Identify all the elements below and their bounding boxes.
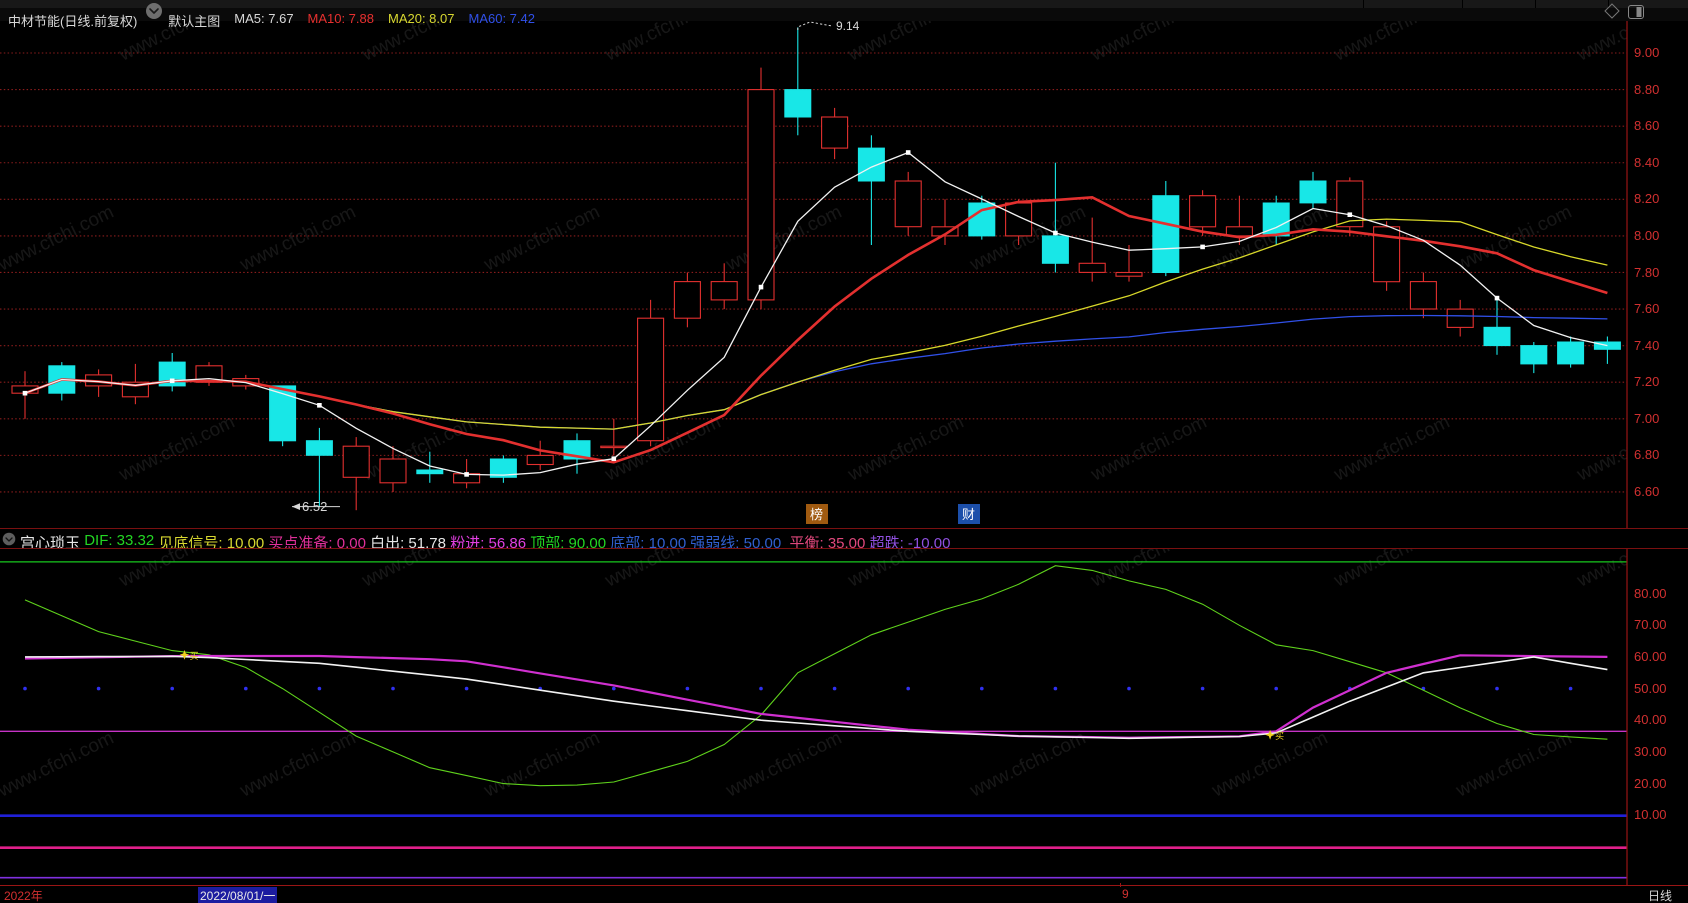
svg-text:www.cfchi.com: www.cfchi.com	[966, 728, 1089, 802]
svg-text:www.cfchi.com: www.cfchi.com	[358, 21, 481, 66]
svg-text:www.cfchi.com: www.cfchi.com	[0, 202, 117, 276]
svg-text:6.52: 6.52	[302, 499, 327, 514]
svg-text:9.14: 9.14	[836, 21, 860, 33]
svg-text:www.cfchi.com: www.cfchi.com	[722, 728, 845, 802]
svg-text:www.cfchi.com: www.cfchi.com	[1452, 202, 1575, 276]
svg-text:www.cfchi.com: www.cfchi.com	[358, 547, 481, 592]
svg-text:财: 财	[962, 507, 975, 522]
svg-text:榜: 榜	[810, 507, 823, 522]
svg-text:www.cfchi.com: www.cfchi.com	[115, 547, 238, 592]
svg-text:www.cfchi.com: www.cfchi.com	[1208, 728, 1331, 802]
svg-text:www.cfchi.com: www.cfchi.com	[1330, 547, 1453, 592]
svg-text:www.cfchi.com: www.cfchi.com	[1452, 728, 1575, 802]
svg-text:www.cfchi.com: www.cfchi.com	[1573, 412, 1688, 486]
svg-text:www.cfchi.com: www.cfchi.com	[844, 21, 967, 66]
svg-text:www.cfchi.com: www.cfchi.com	[480, 202, 603, 276]
svg-text:www.cfchi.com: www.cfchi.com	[1087, 21, 1210, 66]
svg-text:www.cfchi.com: www.cfchi.com	[844, 412, 967, 486]
svg-text:www.cfchi.com: www.cfchi.com	[480, 728, 603, 802]
svg-text:www.cfchi.com: www.cfchi.com	[1330, 21, 1453, 66]
svg-text:www.cfchi.com: www.cfchi.com	[0, 728, 117, 802]
svg-text:www.cfchi.com: www.cfchi.com	[844, 547, 967, 592]
svg-text:www.cfchi.com: www.cfchi.com	[236, 728, 359, 802]
svg-text:买: 买	[1275, 731, 1284, 741]
svg-text:www.cfchi.com: www.cfchi.com	[601, 547, 724, 592]
svg-text:买: 买	[190, 651, 199, 661]
svg-text:www.cfchi.com: www.cfchi.com	[1573, 21, 1688, 66]
svg-text:www.cfchi.com: www.cfchi.com	[1087, 412, 1210, 486]
svg-text:www.cfchi.com: www.cfchi.com	[236, 202, 359, 276]
svg-text:www.cfchi.com: www.cfchi.com	[1330, 412, 1453, 486]
svg-text:www.cfchi.com: www.cfchi.com	[601, 21, 724, 66]
svg-text:www.cfchi.com: www.cfchi.com	[722, 202, 845, 276]
svg-text:www.cfchi.com: www.cfchi.com	[1573, 547, 1688, 592]
svg-text:www.cfchi.com: www.cfchi.com	[115, 412, 238, 486]
